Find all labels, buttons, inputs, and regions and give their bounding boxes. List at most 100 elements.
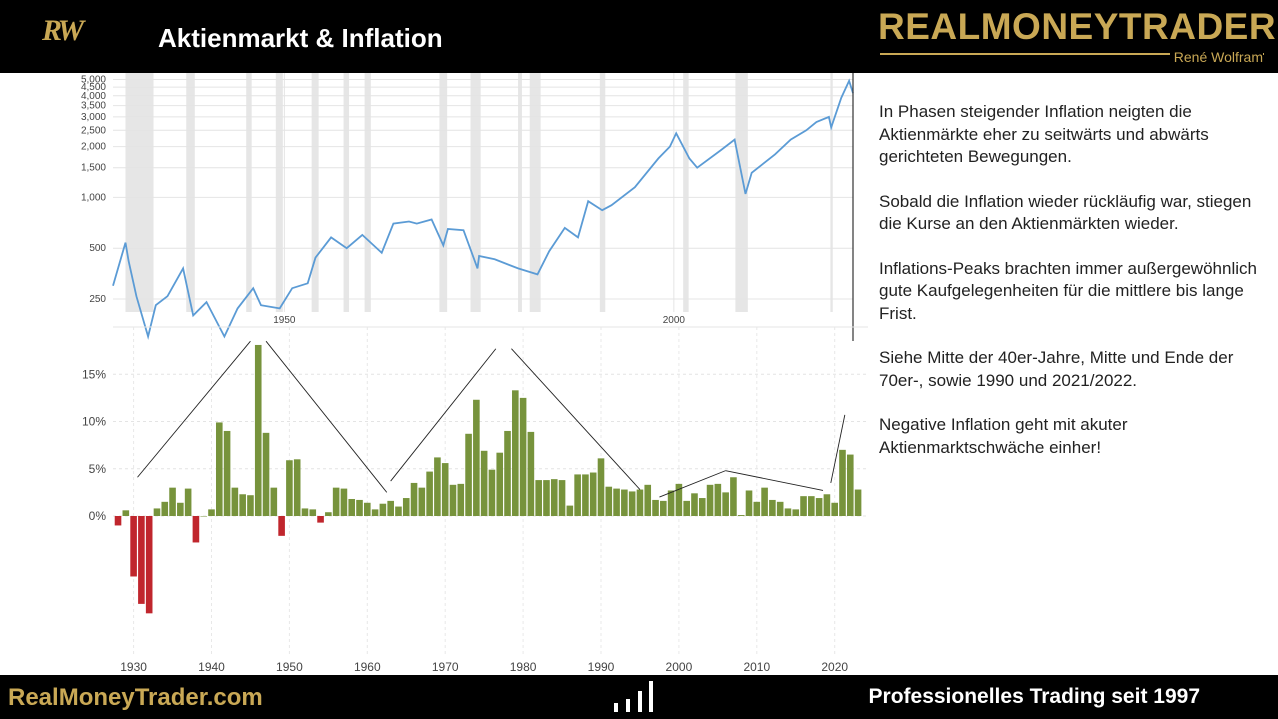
recession-band (246, 73, 252, 312)
inflation-bar (776, 501, 784, 516)
charts-area: 250 500 1,000 1,500 2,000 2,500 3,0003,5004,00… (81, 73, 868, 674)
price-x-tick-label: 1950 (273, 315, 296, 326)
inflation-chart-y-axis: 0% 5% 10% 15% (82, 367, 106, 523)
inflation-bar (441, 463, 449, 516)
trend-line (659, 470, 726, 498)
inflation-bar (379, 503, 387, 516)
recession-band (518, 73, 522, 312)
trend-line (511, 348, 641, 490)
inflation-bar (254, 344, 262, 516)
recession-band (439, 73, 448, 312)
price-y-tick-label: 4,000 (81, 91, 106, 102)
inflation-bar (675, 483, 683, 516)
price-y-tick-label: 5,000 (81, 74, 106, 85)
inflation-bar (270, 487, 278, 516)
top-bar: RW Aktienmarkt & Inflation REALMONEYTRAD… (0, 0, 1278, 73)
inflation-bar (301, 508, 309, 516)
brand-subtitle: René Wolfram (1169, 49, 1263, 65)
inflation-x-tick-label: 1990 (588, 660, 615, 674)
inflation-bar (348, 498, 356, 516)
inflation-y-tick-label: 5% (89, 462, 107, 476)
inflation-bar (636, 489, 644, 516)
inflation-x-tick-label: 1960 (354, 660, 381, 674)
inflation-bar (769, 499, 776, 516)
recession-band (599, 73, 606, 312)
inflation-bar (737, 515, 745, 516)
inflation-bar (792, 509, 800, 516)
price-y-tick-label: 2,000 (81, 142, 106, 153)
price-x-tick-label: 2000 (663, 315, 686, 326)
inflation-bar (169, 487, 176, 516)
inflation-bar (239, 494, 246, 516)
price-y-tick-label: 1,500 (81, 163, 106, 174)
inflation-bar (325, 512, 332, 516)
inflation-bar (839, 449, 846, 516)
inflation-bar (340, 488, 348, 516)
price-y-tick-label: 250 (89, 294, 106, 305)
inflation-bar (621, 489, 628, 516)
inflation-bar (449, 484, 457, 516)
inflation-bar (153, 508, 161, 516)
price-y-tick-label: 2,500 (81, 125, 106, 136)
inflation-bar (574, 474, 581, 516)
inflation-bar (488, 469, 496, 516)
page-title: Aktienmarkt & Inflation (158, 23, 443, 53)
paragraph-2: Sobald die Inflation wieder rückläufig w… (879, 191, 1252, 234)
brand-name: REALMONEYTRADER (878, 6, 1277, 47)
inflation-bar (660, 500, 667, 516)
footer-tagline: Professionelles Trading seit 1997 (868, 685, 1200, 708)
trend-lines (137, 340, 846, 498)
inflation-bar (753, 501, 761, 516)
inflation-bar (589, 472, 597, 516)
inflation-bar (387, 500, 394, 516)
inflation-bar (122, 510, 130, 516)
recession-band (470, 73, 481, 312)
inflation-bar (550, 479, 558, 516)
inflation-bar (582, 474, 589, 516)
inflation-bar (371, 509, 379, 516)
inflation-bar (512, 390, 519, 516)
recession-band (830, 73, 833, 312)
inflation-bar (192, 516, 200, 543)
price-chart-grid (113, 73, 853, 312)
brand-logo: REALMONEYTRADER René Wolfram (878, 4, 1276, 66)
inflation-x-tick-label: 2020 (821, 660, 848, 674)
inflation-bar (177, 502, 184, 516)
inflation-bar (691, 493, 698, 516)
inflation-bar (231, 487, 239, 516)
inflation-bar (200, 516, 208, 517)
price-chart-x-axis: 1950 2000 (273, 315, 685, 326)
paragraph-5: Negative Inflation geht mit akuter Aktie… (879, 415, 1128, 457)
inflation-bar (815, 498, 823, 516)
inflation-bar (286, 460, 293, 516)
inflation-bar (364, 502, 371, 516)
inflation-bar (823, 494, 831, 516)
recession-band (311, 73, 319, 312)
inflation-bar (566, 505, 574, 516)
inflation-bar (223, 430, 231, 516)
price-chart-y-axis: 250 500 1,000 1,500 2,000 2,500 3,0003,5004,00… (81, 74, 106, 305)
inflation-x-tick-label: 2000 (666, 660, 693, 674)
recession-band (125, 73, 154, 312)
inflation-bar (527, 431, 535, 516)
inflation-bar (457, 483, 465, 516)
inflation-bar (698, 498, 706, 516)
inflation-bar (184, 488, 192, 516)
inflation-bar (652, 499, 659, 516)
inflation-bar (667, 490, 675, 516)
inflation-bar (745, 490, 753, 516)
footer-website[interactable]: RealMoneyTrader.com (8, 684, 263, 711)
inflation-bar (465, 433, 472, 516)
inflation-bar (714, 483, 722, 516)
inflation-x-tick-label: 1940 (198, 660, 225, 674)
inflation-chart-x-axis: 1930 1940 1950 1960 1970 1980 1990 2000 2010 2020 (120, 660, 848, 674)
inflation-bar (504, 430, 511, 516)
inflation-bar (114, 516, 122, 526)
price-y-tick-label: 3,500 (81, 101, 106, 112)
inflation-bar (784, 508, 792, 516)
recession-band (343, 73, 350, 312)
inflation-x-tick-label: 1980 (510, 660, 537, 674)
inflation-bar (644, 484, 652, 516)
paragraph-1: In Phasen steigender Inflation neigten d… (879, 102, 1209, 166)
inflation-bar (683, 500, 690, 516)
